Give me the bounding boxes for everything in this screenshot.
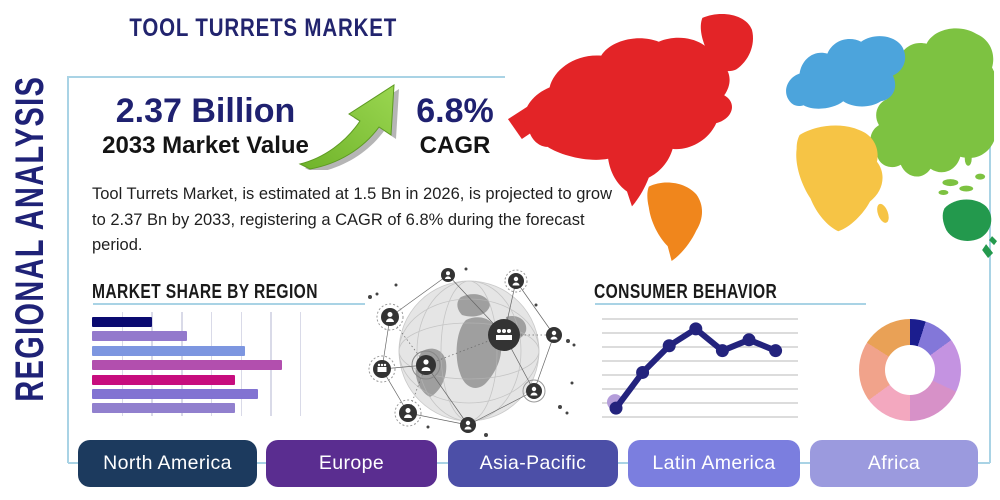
bar-segment	[92, 389, 258, 399]
cagr-label: CAGR	[419, 131, 491, 159]
market-share-underline	[93, 303, 365, 305]
bar-gridline	[299, 312, 302, 416]
growth-arrow-icon	[298, 84, 399, 170]
continent-north-america	[507, 13, 754, 207]
globe-network-graphic	[368, 267, 576, 437]
market-value-label: 2033 Market Value	[102, 131, 309, 159]
region-button-asia-pacific[interactable]: Asia-Pacific	[448, 440, 618, 487]
side-title-regional-analysis: REGIONAL ANALYSIS	[8, 75, 52, 402]
bar-segment	[92, 374, 235, 385]
market-share-heading: MARKET SHARE BY REGION	[92, 281, 318, 303]
bar-segment	[92, 331, 188, 342]
cagr-number: 6.8%	[416, 92, 494, 130]
world-map	[507, 13, 998, 261]
consumer-behavior-heading: CONSUMER BEHAVIOR	[594, 281, 778, 303]
region-button-north-america[interactable]: North America	[78, 440, 257, 487]
region-button-africa[interactable]: Africa	[810, 440, 978, 487]
continent-africa	[796, 125, 889, 232]
page-title: TOOL TURRETS MARKET	[129, 14, 398, 42]
continent-europe	[786, 36, 906, 109]
continent-asia-islands	[938, 151, 986, 196]
market-value-stat: 2.37 Billion 2033 Market Value	[88, 92, 323, 160]
cagr-stat: 6.8% CAGR	[400, 92, 510, 160]
bar-segment	[92, 317, 153, 327]
market-share-bar-chart	[92, 312, 304, 416]
region-button-europe[interactable]: Europe	[266, 440, 437, 487]
region-button-latin-america[interactable]: Latin America	[628, 440, 800, 487]
description-text: Tool Turrets Market, is estimated at 1.5…	[92, 185, 612, 255]
market-value-number: 2.37 Billion	[115, 92, 296, 130]
bar-segment	[92, 360, 283, 371]
consumer-behavior-underline	[595, 303, 866, 305]
continent-south-america	[647, 182, 703, 261]
bar-segment	[92, 345, 246, 356]
bar-segment	[92, 403, 235, 414]
region-donut-chart	[859, 319, 961, 421]
network-node-icons	[368, 268, 562, 433]
consumer-line-chart	[600, 312, 800, 424]
continent-australia	[942, 199, 998, 258]
